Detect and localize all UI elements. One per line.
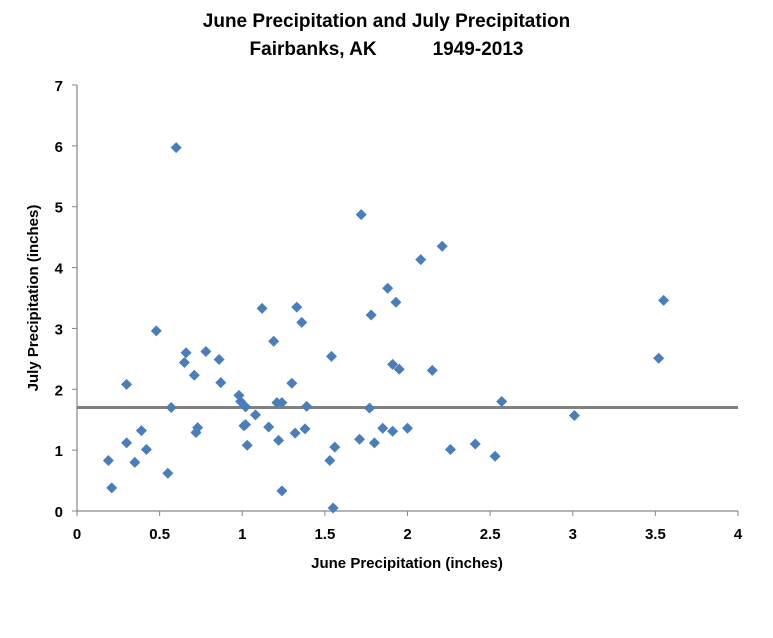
data-point (658, 294, 670, 306)
y-tick-label: 3 (55, 321, 63, 338)
data-point (121, 437, 133, 449)
y-tick-label: 0 (55, 504, 63, 521)
data-point (263, 421, 275, 433)
data-point (301, 400, 313, 412)
data-point (200, 346, 212, 358)
data-point (276, 485, 288, 497)
data-point (415, 254, 427, 266)
data-point (286, 377, 298, 389)
data-point (426, 364, 438, 376)
data-point (324, 454, 336, 466)
data-point (170, 142, 182, 154)
data-point (192, 422, 204, 434)
data-point (393, 363, 405, 375)
data-point (365, 309, 377, 321)
data-point (387, 425, 399, 437)
data-point (150, 325, 162, 337)
y-axis-label: July Precipitation (inches) (25, 205, 42, 392)
data-point (296, 316, 308, 328)
data-point (178, 357, 190, 369)
data-point (496, 395, 508, 407)
data-point (291, 301, 303, 313)
y-tick-label: 5 (55, 200, 63, 217)
data-point (165, 402, 177, 414)
x-tick-label: 1.5 (314, 526, 335, 543)
chart-title-location: Fairbanks, AK (249, 39, 377, 60)
x-tick-labels: 0 0.5 1 1.5 2 2.5 3 3.5 4 (73, 526, 743, 543)
data-point (368, 437, 380, 449)
data-point (568, 409, 580, 421)
x-tick-label: 4 (734, 526, 743, 543)
chart-subtitle: Fairbanks, AK 1949-2013 (0, 39, 773, 61)
data-point (121, 378, 133, 390)
data-point (489, 450, 501, 462)
x-tick-label: 3.5 (645, 526, 666, 543)
data-point (188, 369, 200, 381)
y-tick-label: 2 (55, 382, 63, 399)
x-tick-label: 2.5 (480, 526, 501, 543)
x-tick-label: 1 (238, 526, 246, 543)
y-tick-labels: 0 1 2 3 4 5 6 7 (55, 78, 64, 521)
data-point (402, 422, 413, 434)
x-tick-label: 3 (569, 526, 577, 543)
data-point (355, 209, 367, 221)
data-point (256, 302, 268, 314)
data-point (276, 397, 288, 409)
data-point (363, 402, 375, 414)
data-point (129, 456, 141, 468)
x-tick-label: 0.5 (149, 526, 170, 543)
data-point (268, 335, 280, 347)
data-point (213, 353, 225, 365)
y-tick-label: 7 (55, 78, 63, 95)
data-point (387, 358, 399, 370)
data-point (240, 401, 252, 413)
x-axis-label: June Precipitation (inches) (311, 555, 503, 572)
data-point (180, 347, 192, 359)
data-point (377, 422, 389, 434)
plot-axes (72, 84, 739, 516)
data-point (140, 444, 152, 456)
y-tick-label: 4 (55, 261, 64, 278)
data-point (273, 434, 285, 446)
data-point (390, 296, 402, 308)
data-point (241, 439, 253, 451)
data-point (444, 444, 456, 456)
data-point (215, 377, 227, 389)
data-point (240, 419, 252, 431)
data-point (327, 502, 339, 514)
data-point (329, 441, 341, 453)
data-point (299, 423, 311, 435)
data-point (436, 240, 448, 252)
chart-title-years: 1949-2013 (432, 39, 524, 60)
data-point (653, 352, 665, 364)
data-point (469, 438, 481, 450)
data-point (354, 433, 366, 445)
data-point (325, 350, 337, 362)
data-point (102, 454, 114, 466)
y-tick-label: 6 (55, 139, 63, 156)
data-point (162, 467, 174, 479)
chart-title: June Precipitation and July Precipitatio… (202, 11, 571, 32)
y-tick-label: 1 (55, 443, 63, 460)
x-tick-label: 0 (73, 526, 81, 543)
data-point (135, 425, 147, 437)
data-point (289, 427, 301, 439)
data-point (249, 409, 261, 421)
data-points (102, 142, 670, 514)
data-point (382, 282, 394, 294)
x-tick-label: 2 (403, 526, 411, 543)
data-point (106, 482, 118, 494)
